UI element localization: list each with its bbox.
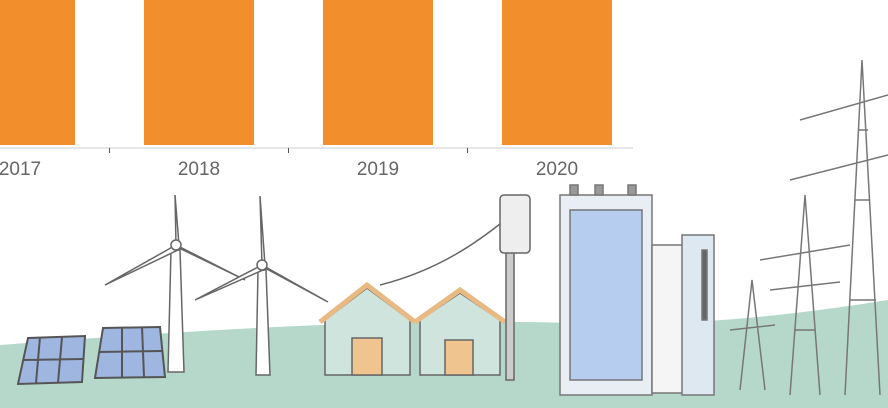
bar <box>323 0 433 145</box>
bar <box>502 0 612 145</box>
plot: 2017 2018 2019 2020 <box>0 0 633 180</box>
bar <box>144 0 254 145</box>
illustration <box>0 60 888 408</box>
x-tick-label: 2020 <box>536 159 578 180</box>
x-tick-label: 2019 <box>357 159 399 180</box>
bar <box>0 0 75 145</box>
buildings <box>560 185 714 395</box>
x-tick-label: 2018 <box>178 159 220 180</box>
x-tick-label: 2017 <box>0 159 41 180</box>
chart: 2017 2018 2019 2020 <box>0 0 888 408</box>
